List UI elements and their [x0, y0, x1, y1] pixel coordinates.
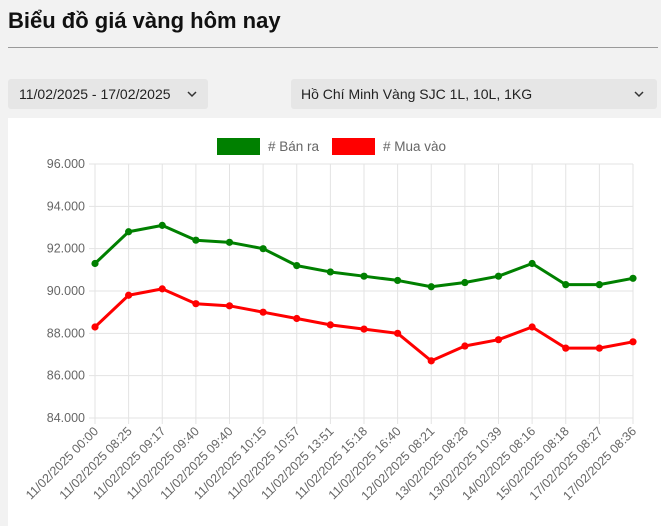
data-point[interactable] [528, 259, 536, 268]
date-range-select[interactable]: 11/02/2025 - 17/02/2025 [8, 79, 208, 109]
data-point[interactable] [494, 336, 503, 344]
product-value: Hồ Chí Minh Vàng SJC 1L, 10L, 1KG [301, 86, 533, 102]
data-point[interactable] [293, 314, 301, 323]
data-point[interactable] [360, 325, 368, 333]
y-tick-label: 94.000 [47, 199, 85, 213]
data-point[interactable] [125, 228, 133, 236]
data-point[interactable] [562, 281, 570, 289]
product-select[interactable]: Hồ Chí Minh Vàng SJC 1L, 10L, 1KG [291, 79, 657, 109]
date-range-value: 11/02/2025 - 17/02/2025 [19, 86, 171, 102]
price-chart-svg: 84.000 86.000 88.000 90.000 92.000 94.000 96.0… [23, 138, 639, 503]
data-point[interactable] [461, 342, 469, 350]
data-point[interactable] [293, 262, 301, 270]
data-point[interactable] [629, 338, 637, 346]
legend-label-1[interactable]: # Bán ra [268, 139, 320, 154]
title-divider [8, 47, 658, 48]
chevron-down-icon [634, 91, 644, 98]
price-chart: 84.000 86.000 88.000 90.000 92.000 94.000 96.0… [8, 118, 661, 526]
page-title: Biểu đồ giá vàng hôm nay [8, 8, 281, 33]
data-point[interactable] [528, 323, 536, 331]
data-point[interactable] [394, 276, 402, 285]
data-point[interactable] [427, 283, 435, 291]
data-point[interactable] [158, 221, 166, 229]
data-point[interactable] [562, 344, 570, 352]
y-tick-label: 90.000 [47, 284, 85, 298]
data-point[interactable] [192, 300, 200, 308]
legend-swatch-1[interactable] [217, 138, 260, 155]
data-point[interactable] [326, 268, 334, 276]
y-tick-label: 88.000 [47, 326, 85, 340]
data-point[interactable] [394, 329, 402, 337]
data-point[interactable] [259, 308, 267, 316]
data-point[interactable] [595, 344, 603, 352]
y-tick-label: 86.000 [47, 369, 85, 383]
data-point[interactable] [461, 278, 469, 287]
data-point[interactable] [360, 272, 368, 280]
data-point[interactable] [158, 285, 166, 293]
data-point[interactable] [192, 236, 200, 244]
y-tick-label: 96.000 [47, 157, 85, 171]
chevron-down-icon [187, 91, 197, 98]
legend-swatch-2[interactable] [332, 138, 375, 155]
data-point[interactable] [595, 281, 603, 289]
data-point[interactable] [494, 272, 503, 280]
y-tick-label: 84.000 [47, 411, 85, 425]
data-point[interactable] [259, 245, 267, 253]
legend-label-2[interactable]: # Mua vào [383, 139, 446, 154]
data-point[interactable] [629, 274, 637, 282]
data-point[interactable] [326, 321, 334, 329]
data-point[interactable] [91, 259, 99, 268]
data-point[interactable] [91, 323, 99, 331]
data-point[interactable] [225, 302, 234, 310]
y-tick-label: 92.000 [47, 242, 85, 256]
data-point[interactable] [427, 357, 435, 365]
data-point[interactable] [125, 291, 133, 299]
data-point[interactable] [225, 238, 234, 246]
